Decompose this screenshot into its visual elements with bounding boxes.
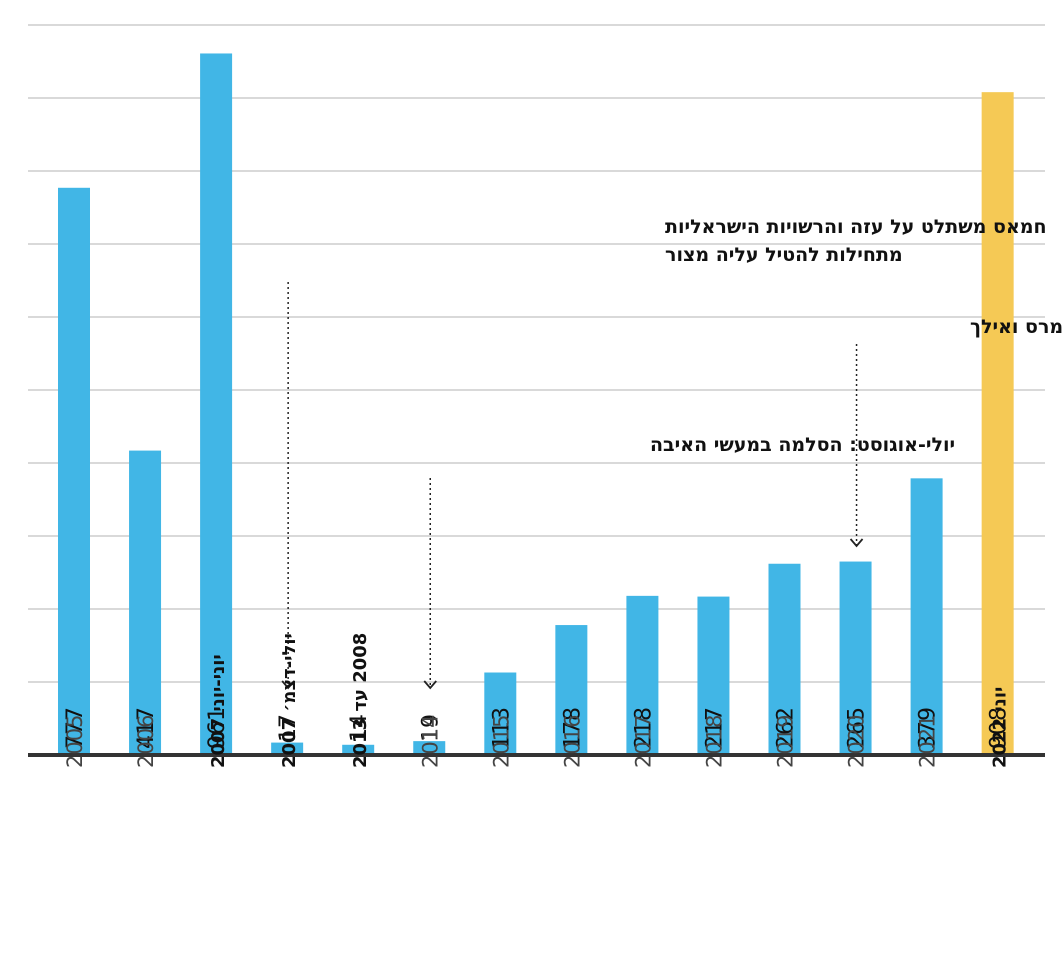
value-label: 265: [845, 707, 870, 749]
x-tick-label: 2014: [418, 715, 442, 768]
bar: [58, 187, 90, 756]
x-tick-label: יוני-יוני 2007: [208, 654, 229, 768]
x-tick-label: 2018: [702, 715, 726, 768]
bar: [839, 561, 872, 755]
x-tick-label: 2006: [134, 715, 158, 768]
annotation-text: הגבלות קורונה מוטלות ממרס ואילך: [970, 316, 1062, 338]
bar: [981, 92, 1014, 755]
bar: [555, 625, 588, 755]
x-tick-label: 2017: [631, 715, 655, 768]
bar: [413, 741, 446, 755]
bars: [58, 53, 1014, 756]
x-tick-label: 2008 עד 2013: [350, 633, 371, 768]
value-label: 379: [916, 707, 941, 749]
x-tick-label: 2005: [63, 715, 87, 768]
x-tick-label: 2019: [774, 715, 798, 768]
value-label: 113: [489, 707, 514, 749]
value-label: 19: [418, 714, 443, 742]
bar: [342, 744, 375, 755]
annotations: חמאס משתלט על עזה והרשויות הישראליות מתחי…: [281, 216, 1062, 690]
x-tick-label: יולי-דצמ׳ 2007: [279, 633, 300, 768]
bar: [697, 596, 730, 755]
value-label: 14: [347, 714, 372, 742]
gridlines: [28, 24, 1045, 683]
bar: [626, 595, 659, 755]
bar: [484, 672, 517, 755]
x-tick-label: 2016: [560, 715, 584, 768]
annotation-text: חמאס משתלט על עזה והרשויות הישראליות: [665, 216, 1047, 238]
annotation-arrow-head: [849, 538, 864, 548]
value-label: 178: [560, 707, 585, 749]
x-tick-labels: 2005 2006 יוני-יוני 2007 יולי-דצמ׳ 2007 2008…: [63, 633, 1011, 768]
value-label: 218: [631, 707, 656, 749]
bar: [910, 478, 943, 755]
value-label: 777: [63, 707, 88, 749]
annotation-arrow-head: [423, 680, 437, 690]
bar: [200, 53, 233, 756]
annotation-arrow-head: [281, 680, 295, 690]
value-labels: 777 417 961 17 14 19 113 178 218 217 262 265 379 908: [63, 707, 1012, 749]
value-label: 262: [774, 707, 799, 749]
x-tick-label: 2021: [916, 715, 940, 768]
value-label: 961: [205, 707, 230, 749]
value-label: 17: [276, 714, 301, 742]
bar: [768, 563, 801, 755]
x-tick-label: 2015: [489, 715, 513, 768]
bar: [129, 450, 162, 755]
x-tick-label: 2020: [845, 715, 869, 768]
annotation-text: מתחילות להטיל עליה מצור: [665, 244, 903, 266]
bar: [271, 742, 304, 755]
value-label: 417: [134, 707, 159, 749]
annotation-text: יולי-אוגוסט: הסלמה במעשי האיבה: [650, 434, 955, 456]
value-label: 217: [702, 707, 727, 749]
value-label: 908: [987, 707, 1012, 749]
x-tick-label: יוני 2022: [990, 687, 1011, 768]
